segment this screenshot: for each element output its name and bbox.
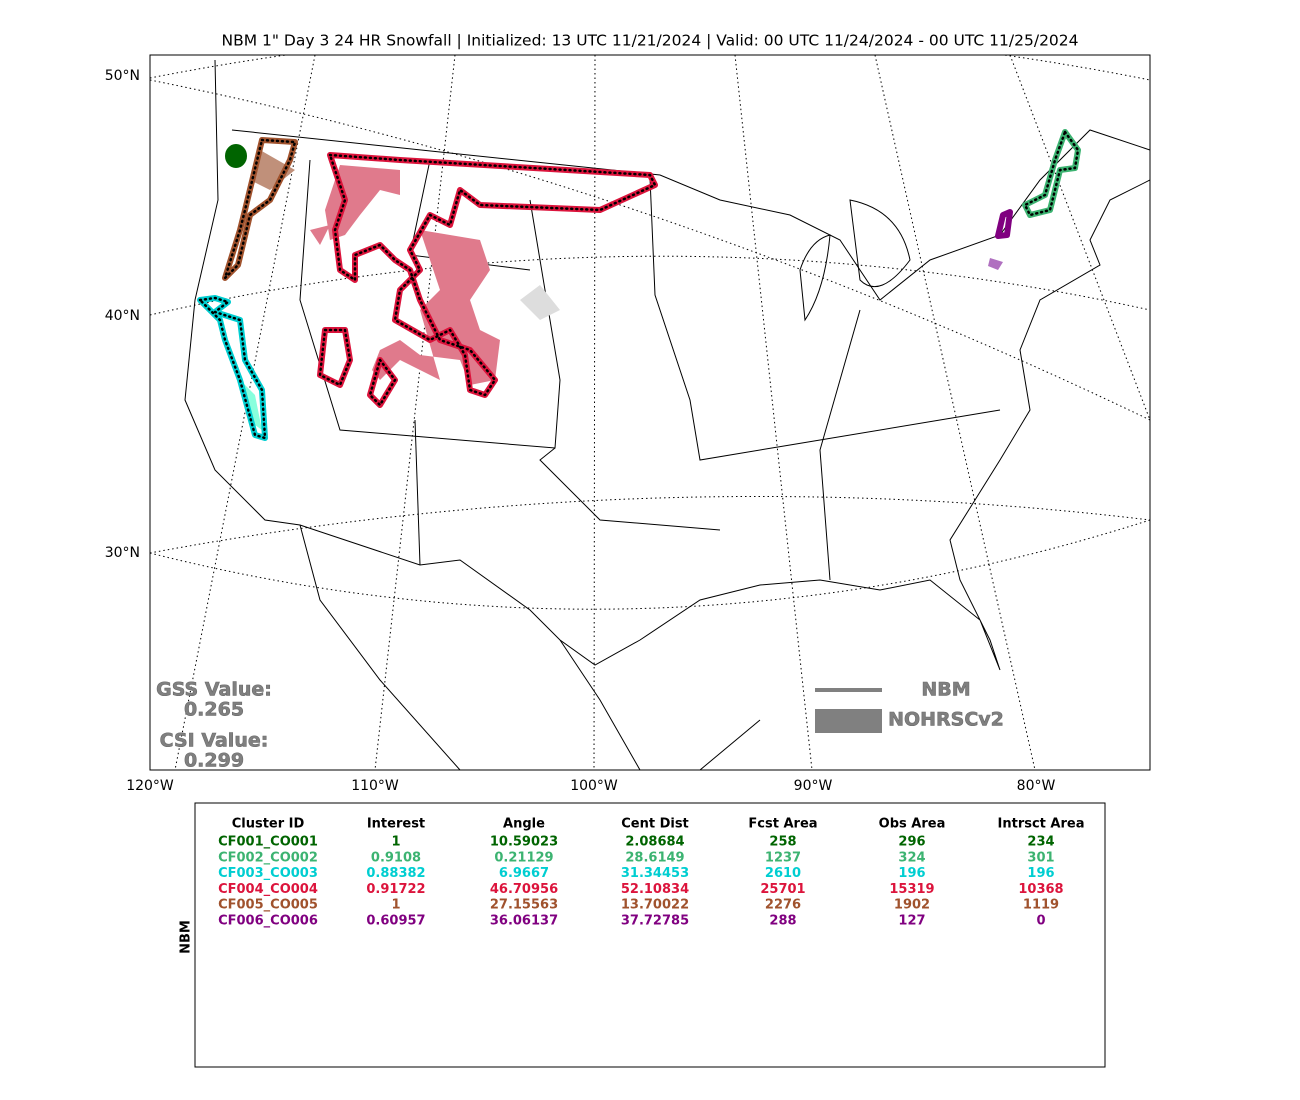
cluster-dots	[318, 153, 657, 407]
table-cell: CF004_CO004	[218, 882, 318, 897]
lat-label: 40°N	[105, 308, 140, 324]
table-cell: 25701	[760, 882, 805, 897]
obs-area	[520, 285, 560, 320]
legend-label: NBM	[921, 679, 970, 701]
table-cell: 324	[898, 850, 925, 865]
column-header: Intrsct Area	[998, 817, 1085, 832]
graticule	[593, 55, 596, 770]
table-cell: 52.10834	[621, 882, 689, 897]
border	[299, 524, 761, 770]
table-cell: 127	[898, 914, 925, 929]
table-cell: CF001_CO001	[218, 835, 318, 850]
column-header: Fcst Area	[748, 817, 817, 832]
table-cell: 2.08684	[625, 835, 684, 850]
table-frame	[194, 802, 1106, 1068]
table-cell: 0.60957	[366, 914, 425, 929]
graticule	[374, 55, 456, 770]
obs-area	[250, 150, 295, 190]
table-cell: CF002_CO002	[218, 850, 318, 865]
table-cell: 31.34453	[621, 866, 689, 881]
table-cell: 2610	[765, 866, 801, 881]
table-cell: 258	[769, 835, 796, 850]
legend-label: NOHRSCv2	[888, 709, 1004, 731]
table-cell: 0.91722	[366, 882, 425, 897]
table-cell: 10.59023	[490, 835, 558, 850]
gss-value: 0.265	[184, 699, 244, 721]
table-cell: 296	[898, 835, 925, 850]
table-cell: CF003_CO003	[218, 866, 318, 881]
table-cell: 6.9667	[499, 866, 549, 881]
table-cell: 288	[769, 914, 796, 929]
graticule	[150, 255, 1150, 316]
table-cell: 1237	[765, 850, 801, 865]
state-lines	[299, 159, 1001, 581]
table-cell: 46.70956	[490, 882, 558, 897]
legend-fill	[815, 709, 882, 733]
table-cell: 0.21129	[494, 850, 553, 865]
column-header: Cent Dist	[621, 817, 689, 832]
graticule	[150, 79, 1150, 421]
table-cell: 0	[1036, 914, 1045, 929]
title: NBM 1" Day 3 24 HR Snowfall | Initialize…	[221, 32, 1078, 50]
coastline	[184, 59, 1150, 671]
obs-area	[988, 258, 1003, 270]
csi-value: 0.299	[184, 750, 244, 772]
graticule	[150, 519, 1150, 610]
table-cell: 10368	[1018, 882, 1063, 897]
column-header: Obs Area	[879, 817, 946, 832]
csi-label: CSI Value:	[160, 730, 269, 752]
table-cell: 0.88382	[366, 866, 425, 881]
lon-label: 100°W	[570, 778, 618, 794]
column-header: Cluster ID	[232, 817, 305, 832]
table-cell: 2276	[765, 898, 801, 913]
table-cell: 27.15563	[490, 898, 558, 913]
forecast-outlines	[197, 129, 1081, 441]
table-cell: 196	[898, 866, 925, 881]
great-lakes	[799, 199, 911, 322]
map	[150, 55, 1150, 770]
table-cell: 15319	[889, 882, 934, 897]
lat-label: 30°N	[105, 545, 140, 561]
lon-label: 110°W	[351, 778, 399, 794]
map-frame	[149, 54, 1151, 771]
table-cell: 1119	[1023, 898, 1059, 913]
lon-label: 80°W	[1017, 778, 1056, 794]
column-header: Angle	[503, 817, 545, 832]
table-cell: 234	[1027, 835, 1054, 850]
graticule	[734, 55, 813, 770]
lon-label: 90°W	[794, 778, 833, 794]
table-cell: 301	[1027, 850, 1054, 865]
lon-label: 120°W	[126, 778, 174, 794]
table-cell: 28.6149	[625, 850, 684, 865]
lat-label: 50°N	[105, 68, 140, 84]
column-header: Interest	[367, 817, 425, 832]
table-cell: 36.06137	[490, 914, 558, 929]
table-cell: 13.70022	[621, 898, 689, 913]
gss-label: GSS Value:	[156, 679, 272, 701]
graticule	[874, 55, 1036, 770]
table-cell: 37.72785	[621, 914, 689, 929]
table-cell: 0.9108	[371, 850, 421, 865]
table-cell: 1	[391, 835, 400, 850]
table-side-label: NBM	[179, 920, 194, 954]
table-cell: 196	[1027, 866, 1054, 881]
table-cell: CF006_CO006	[218, 914, 318, 929]
table-cell: CF005_CO005	[218, 898, 318, 913]
table-cell: 1902	[894, 898, 930, 913]
table-cell: 1	[391, 898, 400, 913]
